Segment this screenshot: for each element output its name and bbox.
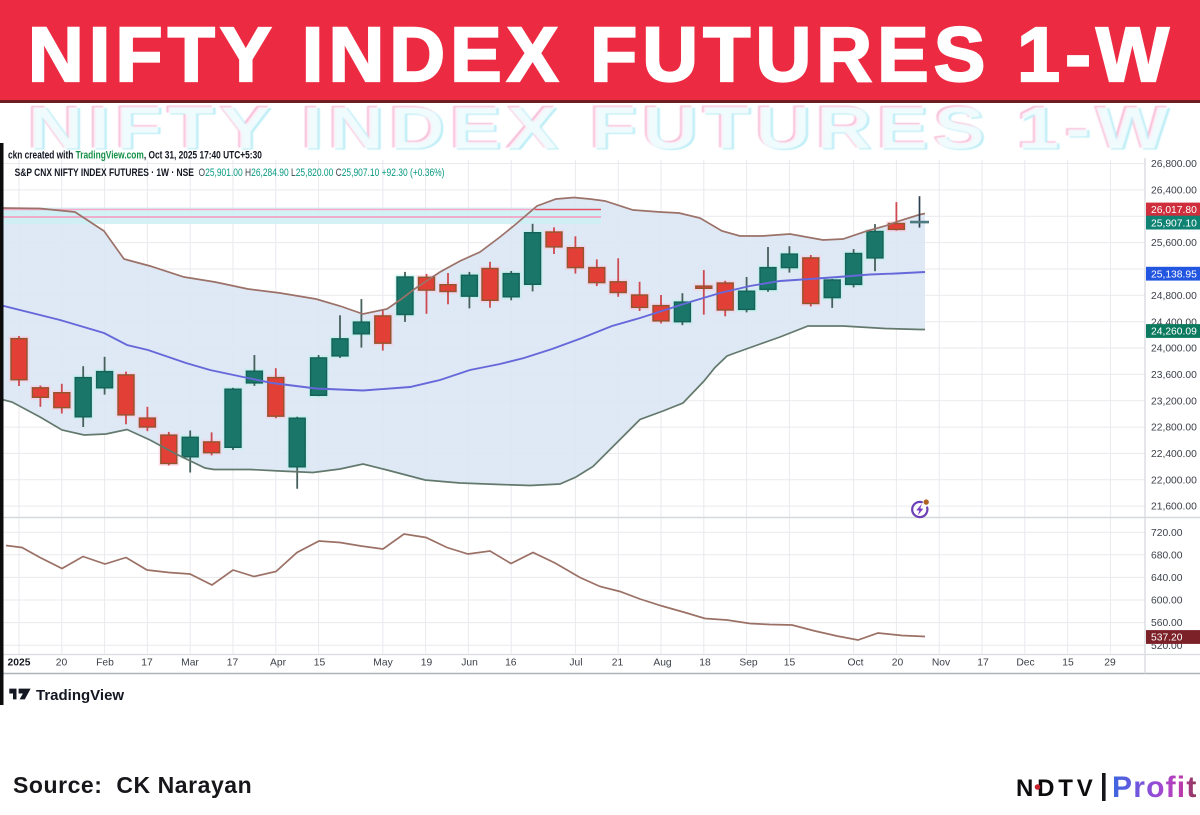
svg-text:26,400.00: 26,400.00: [1151, 186, 1197, 197]
svg-text:Profit: Profit: [1112, 772, 1198, 804]
svg-text:Feb: Feb: [96, 658, 114, 669]
svg-text:TradingView: TradingView: [36, 687, 124, 704]
svg-text:15: 15: [314, 658, 326, 669]
svg-text:22,400.00: 22,400.00: [1151, 449, 1197, 460]
svg-text:24,800.00: 24,800.00: [1151, 291, 1197, 302]
svg-text:23,600.00: 23,600.00: [1151, 370, 1197, 381]
svg-text:Jul: Jul: [569, 658, 582, 669]
svg-text:NDTV: NDTV: [1016, 775, 1097, 802]
svg-text:25,907.10: 25,907.10: [1151, 218, 1197, 229]
svg-text:21,600.00: 21,600.00: [1151, 502, 1197, 513]
svg-text:Aug: Aug: [653, 658, 672, 669]
svg-text:22,800.00: 22,800.00: [1151, 423, 1197, 434]
svg-text:16: 16: [505, 658, 517, 669]
svg-text:25,600.00: 25,600.00: [1151, 238, 1197, 249]
svg-text:17: 17: [227, 658, 239, 669]
svg-text:Mar: Mar: [181, 658, 199, 669]
svg-text:17: 17: [141, 658, 153, 669]
svg-text:26,017.80: 26,017.80: [1151, 205, 1197, 216]
svg-text:680.00: 680.00: [1151, 550, 1183, 561]
svg-text:520.00: 520.00: [1151, 641, 1183, 652]
svg-text:640.00: 640.00: [1151, 573, 1183, 584]
svg-text:17: 17: [977, 658, 989, 669]
svg-text:24,260.09: 24,260.09: [1151, 327, 1197, 338]
svg-text:560.00: 560.00: [1151, 618, 1183, 629]
svg-text:Sep: Sep: [739, 658, 758, 669]
svg-text:537.20: 537.20: [1151, 633, 1183, 644]
svg-text:23,200.00: 23,200.00: [1151, 396, 1197, 407]
svg-text:2025: 2025: [8, 658, 31, 669]
svg-text:20: 20: [56, 658, 68, 669]
svg-text:Nov: Nov: [932, 658, 951, 669]
svg-text:21: 21: [612, 658, 624, 669]
svg-text:Oct: Oct: [847, 658, 863, 669]
svg-text:24,000.00: 24,000.00: [1151, 344, 1197, 355]
svg-text:19: 19: [421, 658, 433, 669]
svg-text:May: May: [373, 658, 393, 669]
svg-text:15: 15: [784, 658, 796, 669]
svg-text:Jun: Jun: [461, 658, 478, 669]
svg-text:25,138.95: 25,138.95: [1151, 269, 1197, 280]
svg-text:20: 20: [892, 658, 904, 669]
svg-text:720.00: 720.00: [1151, 528, 1183, 539]
svg-text:15: 15: [1062, 658, 1074, 669]
svg-text:Dec: Dec: [1016, 658, 1034, 669]
svg-text:26,800.00: 26,800.00: [1151, 159, 1197, 170]
svg-text:S&P CNX NIFTY INDEX FUTURES ·: S&P CNX NIFTY INDEX FUTURES · 1W · NSE O…: [15, 167, 445, 179]
svg-text:22,000.00: 22,000.00: [1151, 476, 1197, 487]
svg-text:Apr: Apr: [270, 658, 287, 669]
svg-text:29: 29: [1104, 658, 1116, 669]
svg-text:ckn created with TradingView.c: ckn created with TradingView.com, Oct 31…: [8, 149, 262, 161]
svg-text:18: 18: [699, 658, 711, 669]
svg-text:600.00: 600.00: [1151, 596, 1183, 607]
svg-text:24,400.00: 24,400.00: [1151, 317, 1197, 328]
